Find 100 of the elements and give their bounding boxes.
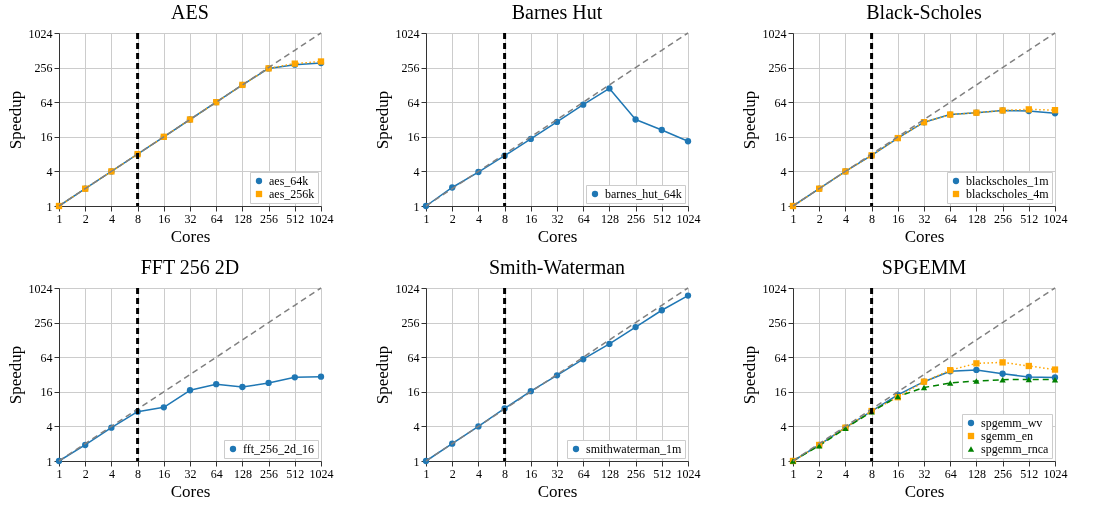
y-tick-label: 4 [46, 419, 53, 434]
y-tick-label: 256 [768, 316, 787, 331]
y-tick-label: 256 [768, 61, 787, 76]
legend-label: spgemm_rnca [981, 442, 1049, 456]
y-tick-label: 1 [46, 199, 53, 214]
x-tick-label: 128 [600, 211, 619, 226]
x-tick-label: 1 [423, 466, 430, 481]
x-tick-label: 16 [525, 211, 538, 226]
x-tick-label: 128 [967, 211, 986, 226]
y-tick-label: 256 [34, 316, 53, 331]
x-tick-label: 4 [842, 211, 849, 226]
x-tick-label: 128 [233, 466, 252, 481]
x-tick-label: 512 [286, 211, 305, 226]
x-tick-label: 512 [653, 466, 672, 481]
y-tick-label: 1 [413, 199, 420, 214]
x-tick-label: 16 [158, 211, 171, 226]
x-tick-label: 64 [944, 466, 957, 481]
x-tick-label: 64 [577, 211, 590, 226]
x-axis-title: Cores [537, 226, 578, 246]
x-axis-title: Cores [170, 226, 211, 246]
x-tick-label: 1024 [676, 466, 701, 481]
x-tick-label: 256 [260, 211, 279, 226]
y-axis-title: Speedup [5, 90, 25, 150]
chart-title: Barnes Hut [511, 1, 603, 23]
x-tick-label: 2 [449, 211, 456, 226]
y-tick-label: 16 [407, 385, 420, 400]
x-tick-label: 4 [842, 466, 849, 481]
y-axis-title: Speedup [739, 90, 759, 150]
y-tick-label: 1024 [395, 281, 420, 296]
x-tick-label: 256 [994, 211, 1013, 226]
chart-title: Black-Scholes [866, 1, 982, 23]
legend-label: smithwaterman_1m [586, 442, 682, 456]
y-tick-label: 4 [46, 164, 53, 179]
chart-title: SPGEMM [881, 256, 967, 278]
x-tick-label: 4 [108, 466, 115, 481]
y-tick-label: 4 [780, 164, 787, 179]
x-tick-label: 64 [944, 211, 957, 226]
x-tick-label: 128 [600, 466, 619, 481]
x-axis-title: Cores [537, 481, 578, 501]
x-tick-label: 512 [1020, 211, 1039, 226]
y-tick-label: 16 [40, 130, 53, 145]
y-tick-label: 16 [774, 130, 787, 145]
x-tick-label: 4 [475, 466, 482, 481]
x-tick-label: 512 [286, 466, 305, 481]
legend-label: blackscholes_1m [966, 174, 1050, 188]
x-tick-label: 4 [108, 211, 115, 226]
x-tick-label: 64 [210, 211, 223, 226]
x-tick-label: 256 [994, 466, 1013, 481]
y-tick-label: 4 [780, 419, 787, 434]
x-tick-label: 1 [56, 466, 63, 481]
y-tick-label: 1 [780, 454, 787, 469]
x-tick-label: 2 [816, 211, 823, 226]
y-tick-label: 64 [40, 95, 53, 110]
x-tick-label: 1024 [309, 211, 334, 226]
y-tick-label: 16 [40, 385, 53, 400]
x-tick-label: 32 [918, 466, 931, 481]
y-axis-title: Speedup [739, 345, 759, 405]
y-tick-label: 64 [774, 350, 787, 365]
x-tick-label: 1024 [1043, 211, 1068, 226]
y-tick-label: 64 [407, 350, 420, 365]
x-tick-label: 2 [449, 466, 456, 481]
x-tick-label: 512 [1020, 466, 1039, 481]
x-tick-label: 8 [502, 211, 509, 226]
x-tick-label: 16 [892, 211, 905, 226]
y-tick-label: 64 [407, 95, 420, 110]
x-tick-label: 1024 [1043, 466, 1068, 481]
y-tick-label: 16 [407, 130, 420, 145]
x-tick-label: 32 [184, 211, 197, 226]
x-tick-label: 1 [423, 211, 430, 226]
y-tick-label: 256 [34, 61, 53, 76]
legend-label: spgemm_wv [981, 416, 1043, 430]
x-tick-label: 4 [475, 211, 482, 226]
y-tick-label: 1 [413, 454, 420, 469]
legend-label: blackscholes_4m [966, 187, 1050, 201]
x-tick-label: 2 [82, 211, 89, 226]
y-tick-label: 1024 [762, 26, 787, 41]
x-tick-label: 64 [577, 466, 590, 481]
chart-title: FFT 256 2D [140, 256, 240, 278]
x-axis-title: Cores [170, 481, 211, 501]
chart-title: Smith-Waterman [488, 256, 626, 278]
x-tick-label: 8 [869, 466, 876, 481]
legend-label: aes_256k [269, 187, 315, 201]
x-tick-label: 1 [790, 211, 797, 226]
y-axis-title: Speedup [5, 345, 25, 405]
x-tick-label: 128 [233, 211, 252, 226]
legend-label: sgemm_en [981, 429, 1033, 443]
y-tick-label: 4 [413, 164, 420, 179]
x-tick-label: 32 [551, 466, 564, 481]
y-tick-label: 256 [401, 61, 420, 76]
x-tick-label: 8 [502, 466, 509, 481]
x-tick-label: 2 [816, 466, 823, 481]
x-tick-label: 256 [627, 211, 646, 226]
y-axis-title: Speedup [372, 345, 392, 405]
y-tick-label: 64 [40, 350, 53, 365]
x-tick-label: 512 [653, 211, 672, 226]
y-tick-label: 1 [780, 199, 787, 214]
x-tick-label: 16 [158, 466, 171, 481]
x-tick-label: 256 [627, 466, 646, 481]
x-tick-label: 256 [260, 466, 279, 481]
x-tick-label: 2 [82, 466, 89, 481]
